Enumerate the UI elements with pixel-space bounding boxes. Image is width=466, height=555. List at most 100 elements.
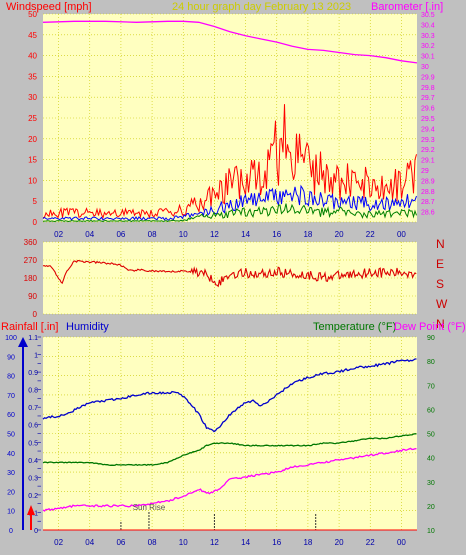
hour-tick-label: 18 (303, 538, 312, 547)
barometer-tick-label: 28.9 (421, 178, 435, 185)
temperature-tick-label: 10 (427, 528, 435, 535)
barometer-tick-label: 30.1 (421, 54, 435, 61)
direction-tick-label: 90 (28, 292, 37, 301)
hour-tick-label: 02 (54, 230, 63, 239)
humidity-tick-label: 90 (7, 354, 15, 361)
barometer-tick-label: 30.5 (421, 12, 435, 19)
barometer-tick-label: 29.9 (421, 74, 435, 81)
hour-tick-label: 04 (85, 230, 94, 239)
barometer-tick-label: 28.6 (421, 210, 435, 217)
barometer-tick-label: 29.8 (421, 85, 435, 92)
hour-tick-label: 14 (241, 538, 250, 547)
rainfall-label: Rainfall [.in] (1, 321, 58, 333)
wind-tick-label: 50 (28, 10, 37, 19)
humidity-tick-label: 20 (7, 489, 15, 496)
humidity-tick-label: 70 (7, 393, 15, 400)
wind-average-series (42, 184, 417, 221)
humidity-tick-label: 100 (5, 335, 17, 342)
hour-tick-label: 10 (179, 538, 188, 547)
windspeed-title: Windspeed [mph] (6, 1, 92, 13)
rain-tick-label: 0.3 (28, 475, 38, 482)
humidity-tick-label: 10 (7, 509, 15, 516)
wind-gust-series (42, 104, 417, 220)
compass-label: N (436, 237, 445, 251)
temperature-tick-label: 60 (427, 407, 435, 414)
compass-label: W (436, 297, 448, 311)
rain-tick-label: 0.4 (28, 458, 38, 465)
rain-tick-label: 0.9 (28, 370, 38, 377)
barometer-tick-label: 29 (421, 168, 429, 175)
hour-tick-label: 22 (366, 230, 375, 239)
hour-tick-label: 14 (241, 230, 250, 239)
rain-tick-label: 1.1 (28, 335, 38, 342)
temperature-tick-label: 90 (427, 335, 435, 342)
hour-tick-label: 02 (54, 538, 63, 547)
temperature-tick-label: 40 (427, 456, 435, 463)
wind-tick-label: 25 (28, 114, 37, 123)
direction-series (42, 259, 417, 288)
sunrise-label: Sun Rise (133, 503, 166, 512)
barometer-tick-label: 28.7 (421, 199, 435, 206)
hour-tick-label: 06 (116, 538, 125, 547)
barometer-series (42, 20, 418, 64)
barometer-tick-label: 29.6 (421, 106, 435, 113)
barometer-title: Barometer [.in] (371, 1, 443, 13)
wind-tick-label: 5 (33, 197, 38, 206)
compass-label: S (436, 277, 444, 291)
wind-tick-label: 30 (28, 93, 37, 102)
temperature-series (42, 433, 417, 467)
humidity-tick-label: 30 (7, 470, 15, 477)
hour-tick-label: 16 (272, 230, 281, 239)
barometer-tick-label: 29.5 (421, 116, 435, 123)
hour-tick-label: 00 (397, 538, 406, 547)
barometer-tick-label: 29.7 (421, 95, 435, 102)
direction-tick-label: 270 (24, 256, 38, 265)
wind-tick-label: 35 (28, 72, 37, 81)
hour-tick-label: 06 (116, 230, 125, 239)
rain-tick-label: 0.2 (28, 493, 38, 500)
barometer-tick-label: 29.2 (421, 147, 435, 154)
rain-tick-label: 0.5 (28, 440, 38, 447)
dewpoint-label: Dew Point (°F) (394, 321, 466, 333)
barometer-tick-label: 29.3 (421, 137, 435, 144)
barometer-tick-label: 29.4 (421, 126, 435, 133)
humidity-label: Humidity (66, 321, 109, 333)
rain-tick-label: 0.8 (28, 388, 38, 395)
hour-tick-label: 10 (179, 230, 188, 239)
direction-tick-label: 360 (24, 238, 38, 247)
hour-tick-label: 18 (303, 230, 312, 239)
wind-lull-series (42, 203, 417, 223)
humidity-series (42, 358, 417, 433)
wind-tick-label: 0 (33, 218, 38, 227)
barometer-tick-label: 30.2 (421, 43, 435, 50)
wind-tick-label: 40 (28, 52, 37, 61)
hour-tick-label: 08 (148, 230, 157, 239)
hour-tick-label: 22 (366, 538, 375, 547)
compass-label: N (436, 317, 445, 331)
barometer-tick-label: 30.4 (421, 22, 435, 29)
barometer-tick-label: 30.3 (421, 33, 435, 40)
rain-tick-label: 1 (34, 353, 38, 360)
rain-tick-label: 0.7 (28, 405, 38, 412)
hour-tick-label: 20 (335, 230, 344, 239)
direction-tick-label: 180 (24, 274, 38, 283)
temperature-tick-label: 30 (427, 480, 435, 487)
hour-tick-label: 04 (85, 538, 94, 547)
temperature-tick-label: 70 (427, 383, 435, 390)
barometer-tick-label: 28.8 (421, 189, 435, 196)
hour-tick-label: 00 (397, 230, 406, 239)
hour-tick-label: 12 (210, 230, 219, 239)
temperature-tick-label: 50 (427, 432, 435, 439)
barometer-tick-label: 29.1 (421, 158, 435, 165)
barometer-tick-label: 30 (421, 64, 429, 71)
hour-tick-label: 16 (272, 538, 281, 547)
temperature-tick-label: 80 (427, 359, 435, 366)
rain-axis-arrow (27, 505, 35, 515)
rain-tick-label: 0.6 (28, 423, 38, 430)
hour-tick-label: 20 (335, 538, 344, 547)
date-title: 24 hour graph day February 13 2023 (172, 1, 351, 13)
compass-label: E (436, 257, 444, 271)
humidity-tick-label: 50 (7, 432, 15, 439)
wind-tick-label: 20 (28, 135, 37, 144)
